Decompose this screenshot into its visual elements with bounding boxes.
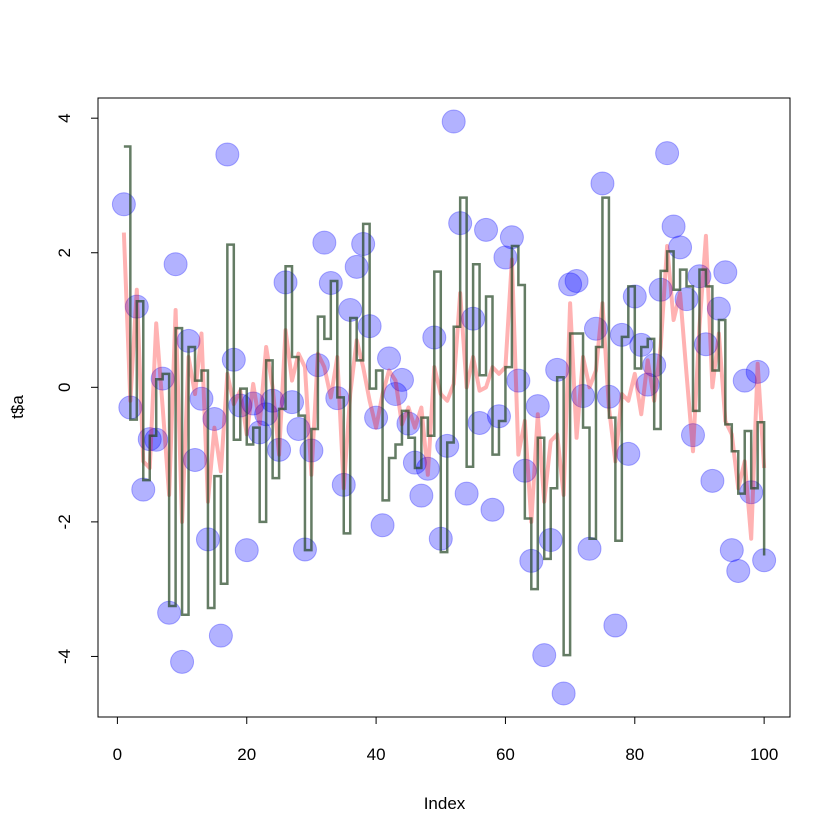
data-point <box>668 235 693 260</box>
data-point <box>745 359 770 384</box>
axes: 0 20 40 60 80 100 -4 -2 0 2 4 <box>55 97 791 764</box>
points-series <box>111 109 777 706</box>
data-point <box>480 497 505 522</box>
data-point <box>131 477 156 502</box>
step-series <box>123 145 766 657</box>
data-point <box>525 394 550 419</box>
x-tick-label: 80 <box>625 745 644 764</box>
data-point <box>532 643 557 668</box>
data-point <box>454 481 479 506</box>
plot-area <box>111 109 777 706</box>
data-point <box>234 538 259 563</box>
data-point <box>713 260 738 285</box>
data-point <box>344 254 369 279</box>
data-point <box>616 441 641 466</box>
data-point <box>732 368 757 393</box>
data-point <box>409 483 434 508</box>
data-point <box>726 559 751 583</box>
data-point <box>383 382 408 407</box>
data-point <box>389 367 414 392</box>
x-tick-label: 0 <box>113 745 122 764</box>
y-tick-label: 4 <box>55 113 74 122</box>
x-tick-label: 60 <box>496 745 515 764</box>
data-point <box>441 109 466 134</box>
data-point <box>170 649 195 674</box>
data-point <box>377 346 402 371</box>
x-tick-label: 20 <box>237 745 256 764</box>
data-point <box>655 141 680 166</box>
data-point <box>312 230 337 255</box>
data-point <box>558 272 583 297</box>
data-point <box>370 513 395 538</box>
y-tick-label: -2 <box>55 514 74 529</box>
data-point <box>661 214 686 239</box>
data-point <box>680 423 705 448</box>
data-point <box>551 681 576 706</box>
line-series <box>121 232 767 541</box>
x-axis-label: Index <box>424 794 466 813</box>
y-axis-label: t$a <box>8 395 27 419</box>
data-point <box>577 536 602 561</box>
data-point <box>215 142 240 167</box>
x-tick-label: 100 <box>750 745 778 764</box>
data-point <box>474 217 499 242</box>
data-point <box>700 468 725 493</box>
data-point <box>183 447 208 472</box>
data-point <box>163 252 188 277</box>
data-point <box>506 368 531 393</box>
data-point <box>111 192 136 217</box>
data-point <box>603 613 628 638</box>
data-point <box>590 171 615 196</box>
data-point <box>719 538 744 563</box>
x-tick-label: 40 <box>367 745 386 764</box>
y-tick-label: -4 <box>55 649 74 664</box>
data-point <box>208 623 233 648</box>
y-tick-label: 0 <box>55 383 74 392</box>
data-point <box>564 269 589 294</box>
y-tick-label: 2 <box>55 248 74 257</box>
